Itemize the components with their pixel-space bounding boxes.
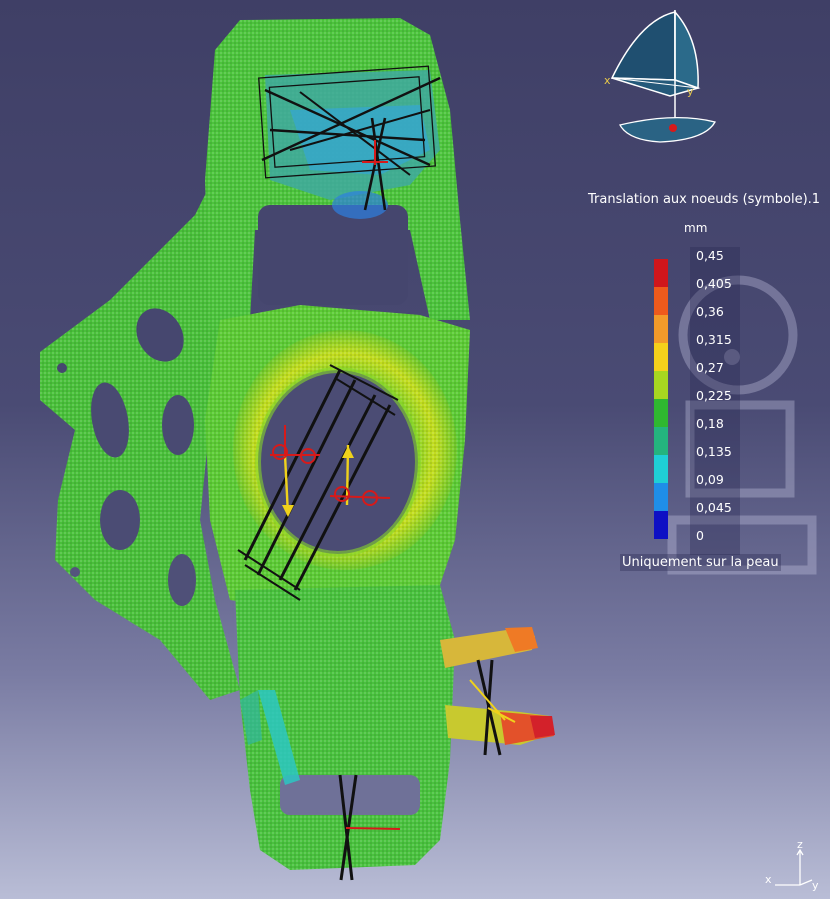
legend-footer[interactable]: Uniquement sur la peau bbox=[620, 554, 781, 571]
triad-z-label: z bbox=[797, 838, 803, 851]
legend-tick-label: 0,18 bbox=[690, 415, 740, 443]
constraint-marker-top[interactable] bbox=[362, 140, 388, 165]
force-arrow-center[interactable] bbox=[270, 425, 391, 517]
color-swatch bbox=[654, 483, 668, 511]
triad-y-label: y bbox=[812, 879, 819, 892]
axis-triad[interactable] bbox=[775, 848, 813, 886]
compass-widget[interactable] bbox=[610, 10, 716, 143]
color-swatch bbox=[654, 399, 668, 427]
compass-y-label: y bbox=[687, 85, 694, 98]
color-swatch bbox=[654, 511, 668, 539]
color-swatch bbox=[654, 455, 668, 483]
legend-tick-label: 0,135 bbox=[690, 443, 740, 471]
compass-x-label: x bbox=[604, 74, 611, 87]
legend-tick-label: 0,09 bbox=[690, 471, 740, 499]
background-compass-dot bbox=[724, 349, 740, 365]
legend-tick-list: 0,45 0,405 0,36 0,315 0,27 0,225 0,18 0,135 0,09… bbox=[690, 247, 740, 555]
legend-tick-label: 0 bbox=[690, 527, 740, 555]
legend-tick-label: 0,36 bbox=[690, 303, 740, 331]
virtual-part-linkage[interactable] bbox=[237, 364, 399, 601]
legend-tick-label: 0,045 bbox=[690, 499, 740, 527]
color-swatch bbox=[654, 259, 668, 287]
legend-tick-label: 0,405 bbox=[690, 275, 740, 303]
color-swatch bbox=[654, 315, 668, 343]
load-symbol-bottom[interactable] bbox=[338, 774, 401, 881]
color-swatch bbox=[654, 427, 668, 455]
color-scale-bar[interactable] bbox=[654, 259, 668, 539]
triad-x-label: x bbox=[765, 873, 772, 886]
legend-tick-label: 0,225 bbox=[690, 387, 740, 415]
legend-title[interactable]: Translation aux noeuds (symbole).1 bbox=[588, 192, 821, 207]
background-compass-shapes bbox=[667, 275, 817, 575]
load-symbol-right-pin[interactable] bbox=[469, 659, 516, 756]
color-swatch bbox=[654, 343, 668, 371]
color-swatch bbox=[654, 287, 668, 315]
legend-tick-label: 0,315 bbox=[690, 331, 740, 359]
part-mesh[interactable] bbox=[40, 18, 555, 870]
color-swatch bbox=[654, 371, 668, 399]
legend-tick-label: 0,27 bbox=[690, 359, 740, 387]
legend-tick-label: 0,45 bbox=[690, 247, 740, 275]
legend-unit: mm bbox=[684, 221, 708, 235]
